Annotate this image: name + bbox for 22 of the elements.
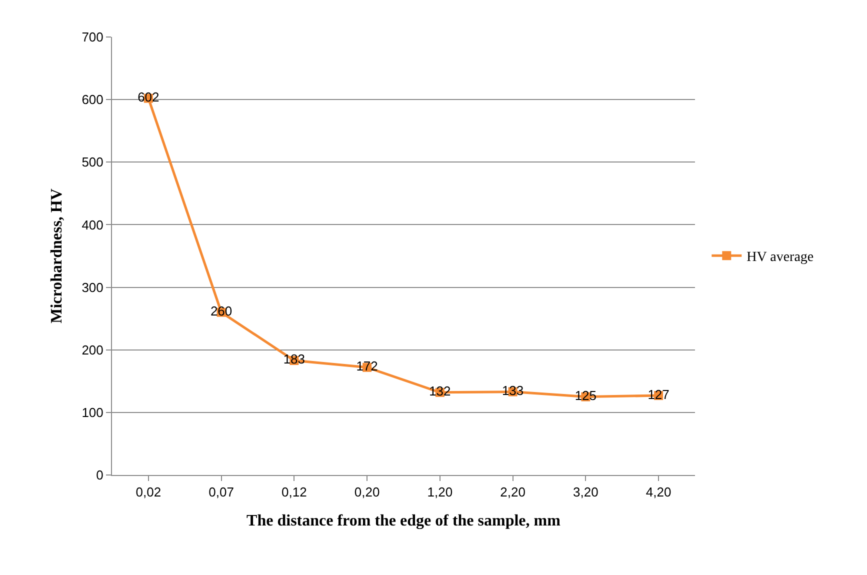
x-tick-label: 1,20 — [427, 484, 453, 500]
y-tick-label: 500 — [82, 154, 104, 170]
x-tick-label: 2,20 — [500, 484, 526, 500]
y-tick-label: 400 — [82, 217, 104, 232]
y-axis-title: Microhardness, HV — [48, 188, 66, 324]
x-tick-label: 0,12 — [282, 484, 307, 500]
y-tick-label: 600 — [82, 92, 104, 108]
data-label: 125 — [574, 388, 597, 404]
data-label: 602 — [138, 90, 160, 105]
x-tick-label: 0,20 — [354, 484, 380, 500]
y-tick-label: 0 — [96, 468, 104, 483]
x-axis-title: The distance from the edge of the sample, mm — [246, 512, 562, 530]
y-tick-label: 700 — [82, 30, 104, 45]
legend-label: HV average — [746, 250, 814, 266]
y-tick-label: 200 — [82, 342, 104, 358]
y-tick-label: 100 — [82, 404, 104, 420]
y-tick-label: 300 — [82, 280, 104, 295]
x-tick-label: 0,02 — [136, 484, 162, 500]
x-tick-label: 4,20 — [646, 484, 672, 500]
x-tick-label: 3,20 — [573, 484, 598, 500]
x-tick-label: 0,07 — [208, 484, 234, 500]
data-label: 133 — [502, 383, 524, 398]
